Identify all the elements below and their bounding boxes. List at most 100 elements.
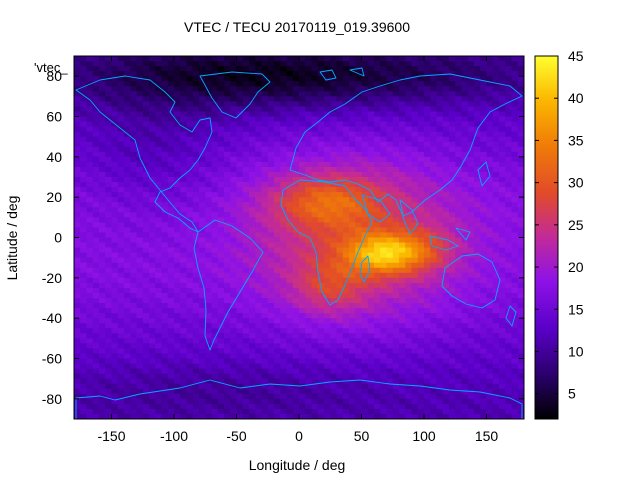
heatmap-cell [311,323,319,329]
heatmap-cell [461,86,469,92]
heatmap-cell [186,368,194,375]
heatmap-cell [467,187,475,193]
heatmap-cell [205,272,212,279]
heatmap-cell [455,156,462,163]
heatmap-cell [230,217,237,223]
heatmap-cell [230,121,237,127]
heatmap-cell [324,171,331,178]
heatmap-cell [399,131,406,138]
heatmap-cell [155,61,162,67]
heatmap-cell [424,146,431,153]
heatmap-cell [217,71,225,77]
heatmap-cell [299,56,306,62]
heatmap-cell [317,96,325,102]
heatmap-cell [130,252,137,259]
heatmap-cell [386,383,394,390]
heatmap-cell [92,161,100,168]
heatmap-cell [367,197,375,203]
heatmap-cell [455,76,462,82]
heatmap-cell [367,348,375,354]
heatmap-cell [236,197,244,203]
heatmap-cell [386,378,394,385]
heatmap-cell [99,121,106,127]
heatmap-cell [424,398,431,405]
heatmap-cell [367,136,375,143]
heatmap-cell [80,303,87,309]
heatmap-cell [192,217,200,223]
heatmap-cell [405,141,412,148]
heatmap-cell [342,182,350,188]
heatmap-cell [392,86,400,92]
heatmap-cell [149,363,156,369]
heatmap-cell [492,303,500,309]
heatmap-cell [392,207,400,213]
heatmap-cell [474,272,481,279]
heatmap-cell [480,282,487,289]
heatmap-cell [80,151,87,158]
heatmap-cell [224,383,231,390]
heatmap-cell [155,363,162,369]
heatmap-cell [161,287,169,294]
heatmap-cell [442,111,450,117]
heatmap-cell [355,121,362,127]
heatmap-cell [305,61,312,67]
heatmap-cell [192,182,200,188]
heatmap-cell [217,267,225,274]
heatmap-cell [92,378,100,385]
heatmap-cell [311,313,319,319]
heatmap-cell [267,182,275,188]
heatmap-cell [474,66,481,72]
heatmap-cell [80,348,87,354]
heatmap-cell [74,106,81,112]
heatmap-cell [492,182,500,188]
heatmap-cell [217,96,225,102]
heatmap-cell [280,161,287,168]
heatmap-cell [186,353,194,359]
heatmap-cell [499,171,506,178]
heatmap-cell [286,106,294,112]
heatmap-cell [517,378,524,385]
heatmap-cell [330,56,337,62]
heatmap-cell [511,363,519,369]
heatmap-cell [461,121,469,127]
heatmap-cell [105,267,112,274]
heatmap-cell [411,96,419,102]
heatmap-cell [136,166,144,173]
heatmap-cell [405,86,412,92]
heatmap-cell [480,287,487,294]
heatmap-cell [211,121,219,127]
heatmap-cell [486,267,494,274]
heatmap-cell [86,56,94,62]
heatmap-cell [199,101,206,107]
heatmap-cell [424,151,431,158]
heatmap-cell [486,146,494,153]
heatmap-cell [324,262,331,269]
heatmap-cell [411,161,419,168]
heatmap-cell [349,348,356,354]
heatmap-cell [505,202,512,208]
heatmap-cell [324,156,331,163]
heatmap-cell [117,81,125,87]
heatmap-cell [167,136,175,143]
heatmap-cell [286,141,294,148]
heatmap-cell [467,267,475,274]
heatmap-cell [80,156,87,163]
heatmap-cell [499,368,506,375]
heatmap-cell [499,277,506,284]
heatmap-cell [149,313,156,319]
heatmap-cell [130,287,137,294]
heatmap-cell [286,363,294,369]
heatmap-cell [349,308,356,314]
heatmap-cell [349,182,356,188]
heatmap-cell [261,298,269,304]
heatmap-cell [74,247,81,254]
heatmap-cell [124,141,131,148]
heatmap-cell [74,262,81,269]
heatmap-cell [267,161,275,168]
heatmap-cell [261,247,269,254]
heatmap-cell [436,136,444,143]
heatmap-cell [261,116,269,122]
heatmap-cell [499,202,506,208]
heatmap-cell [324,202,331,208]
heatmap-cell [399,101,406,107]
